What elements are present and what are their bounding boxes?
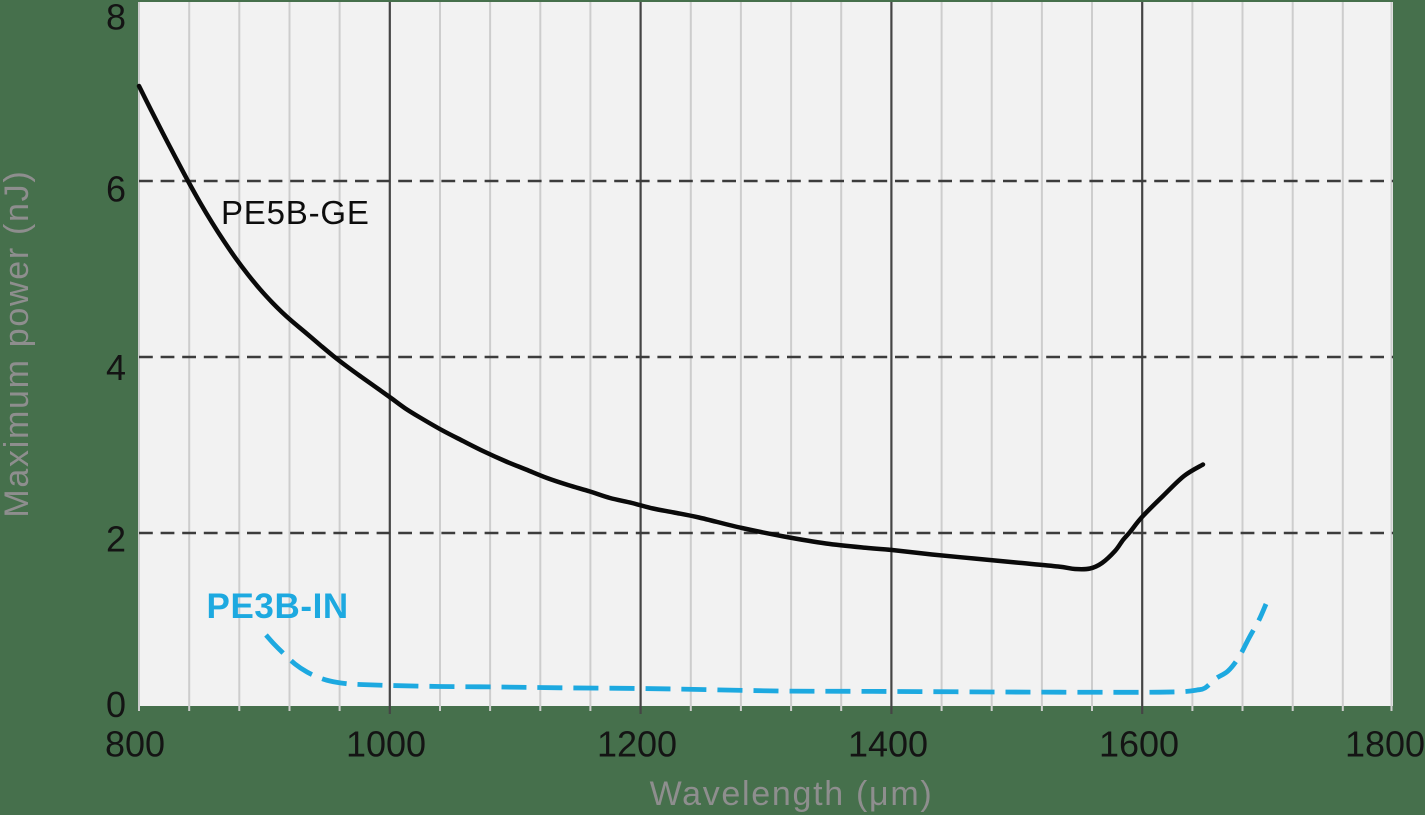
svg-text:4: 4 (106, 347, 126, 388)
svg-text:Maximum power (nJ): Maximum power (nJ) (0, 170, 36, 518)
svg-text:0: 0 (106, 684, 126, 725)
svg-text:1200: 1200 (597, 724, 677, 765)
svg-text:PE3B-IN: PE3B-IN (207, 587, 349, 626)
svg-text:1400: 1400 (848, 724, 928, 765)
svg-text:PE5B-GE: PE5B-GE (221, 194, 370, 231)
svg-text:6: 6 (106, 169, 126, 210)
svg-text:1600: 1600 (1099, 724, 1179, 765)
svg-text:Wavelength (μm): Wavelength (μm) (650, 775, 934, 813)
svg-text:2: 2 (106, 519, 126, 560)
svg-text:800: 800 (105, 724, 165, 765)
svg-text:8: 8 (106, 0, 126, 38)
svg-text:1800: 1800 (1345, 724, 1425, 765)
svg-text:1000: 1000 (346, 724, 426, 765)
